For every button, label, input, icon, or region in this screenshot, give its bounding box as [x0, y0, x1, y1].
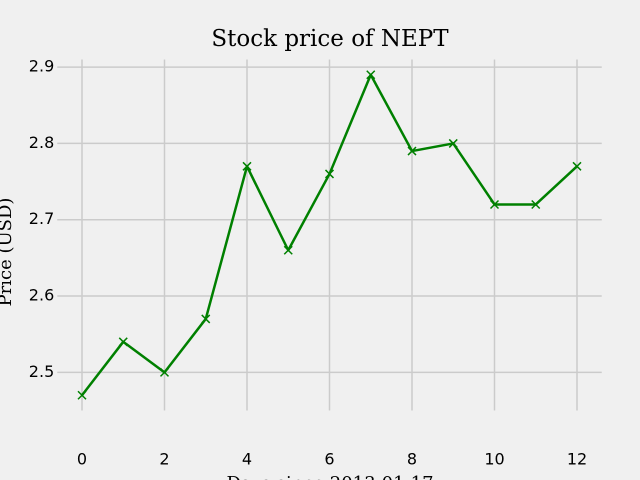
y-tick-label: 2.6 — [29, 286, 54, 305]
x-tick-label: 2 — [159, 450, 169, 469]
x-tick-label: 4 — [242, 450, 252, 469]
data-point — [283, 245, 293, 255]
data-point — [531, 199, 541, 210]
data-point — [324, 169, 335, 179]
data-point — [118, 337, 128, 347]
data-point — [242, 161, 252, 171]
y-tick-label: 2.5 — [29, 362, 54, 381]
data-point — [572, 161, 582, 171]
data-point — [407, 146, 417, 156]
x-tick-label: 8 — [407, 450, 417, 469]
x-tick-label: 0 — [77, 450, 87, 469]
chart-title: Stock price of NEPT — [211, 26, 449, 52]
y-tick-label: 2.8 — [29, 133, 54, 152]
y-tick-label: 2.7 — [29, 209, 54, 228]
data-point — [448, 138, 458, 148]
data-point — [489, 199, 500, 210]
data-point — [366, 70, 376, 80]
y-tick-label: 2.9 — [29, 57, 54, 76]
x-tick-label: 10 — [484, 450, 504, 469]
x-axis-label: Days since 2013-01-17 — [226, 473, 433, 480]
data-point — [201, 314, 211, 324]
x-tick-label: 12 — [567, 450, 587, 469]
x-tick-label: 6 — [324, 450, 334, 469]
y-axis-label: Price (USD) — [0, 198, 16, 307]
data-point — [77, 390, 87, 400]
data-point — [159, 367, 170, 377]
